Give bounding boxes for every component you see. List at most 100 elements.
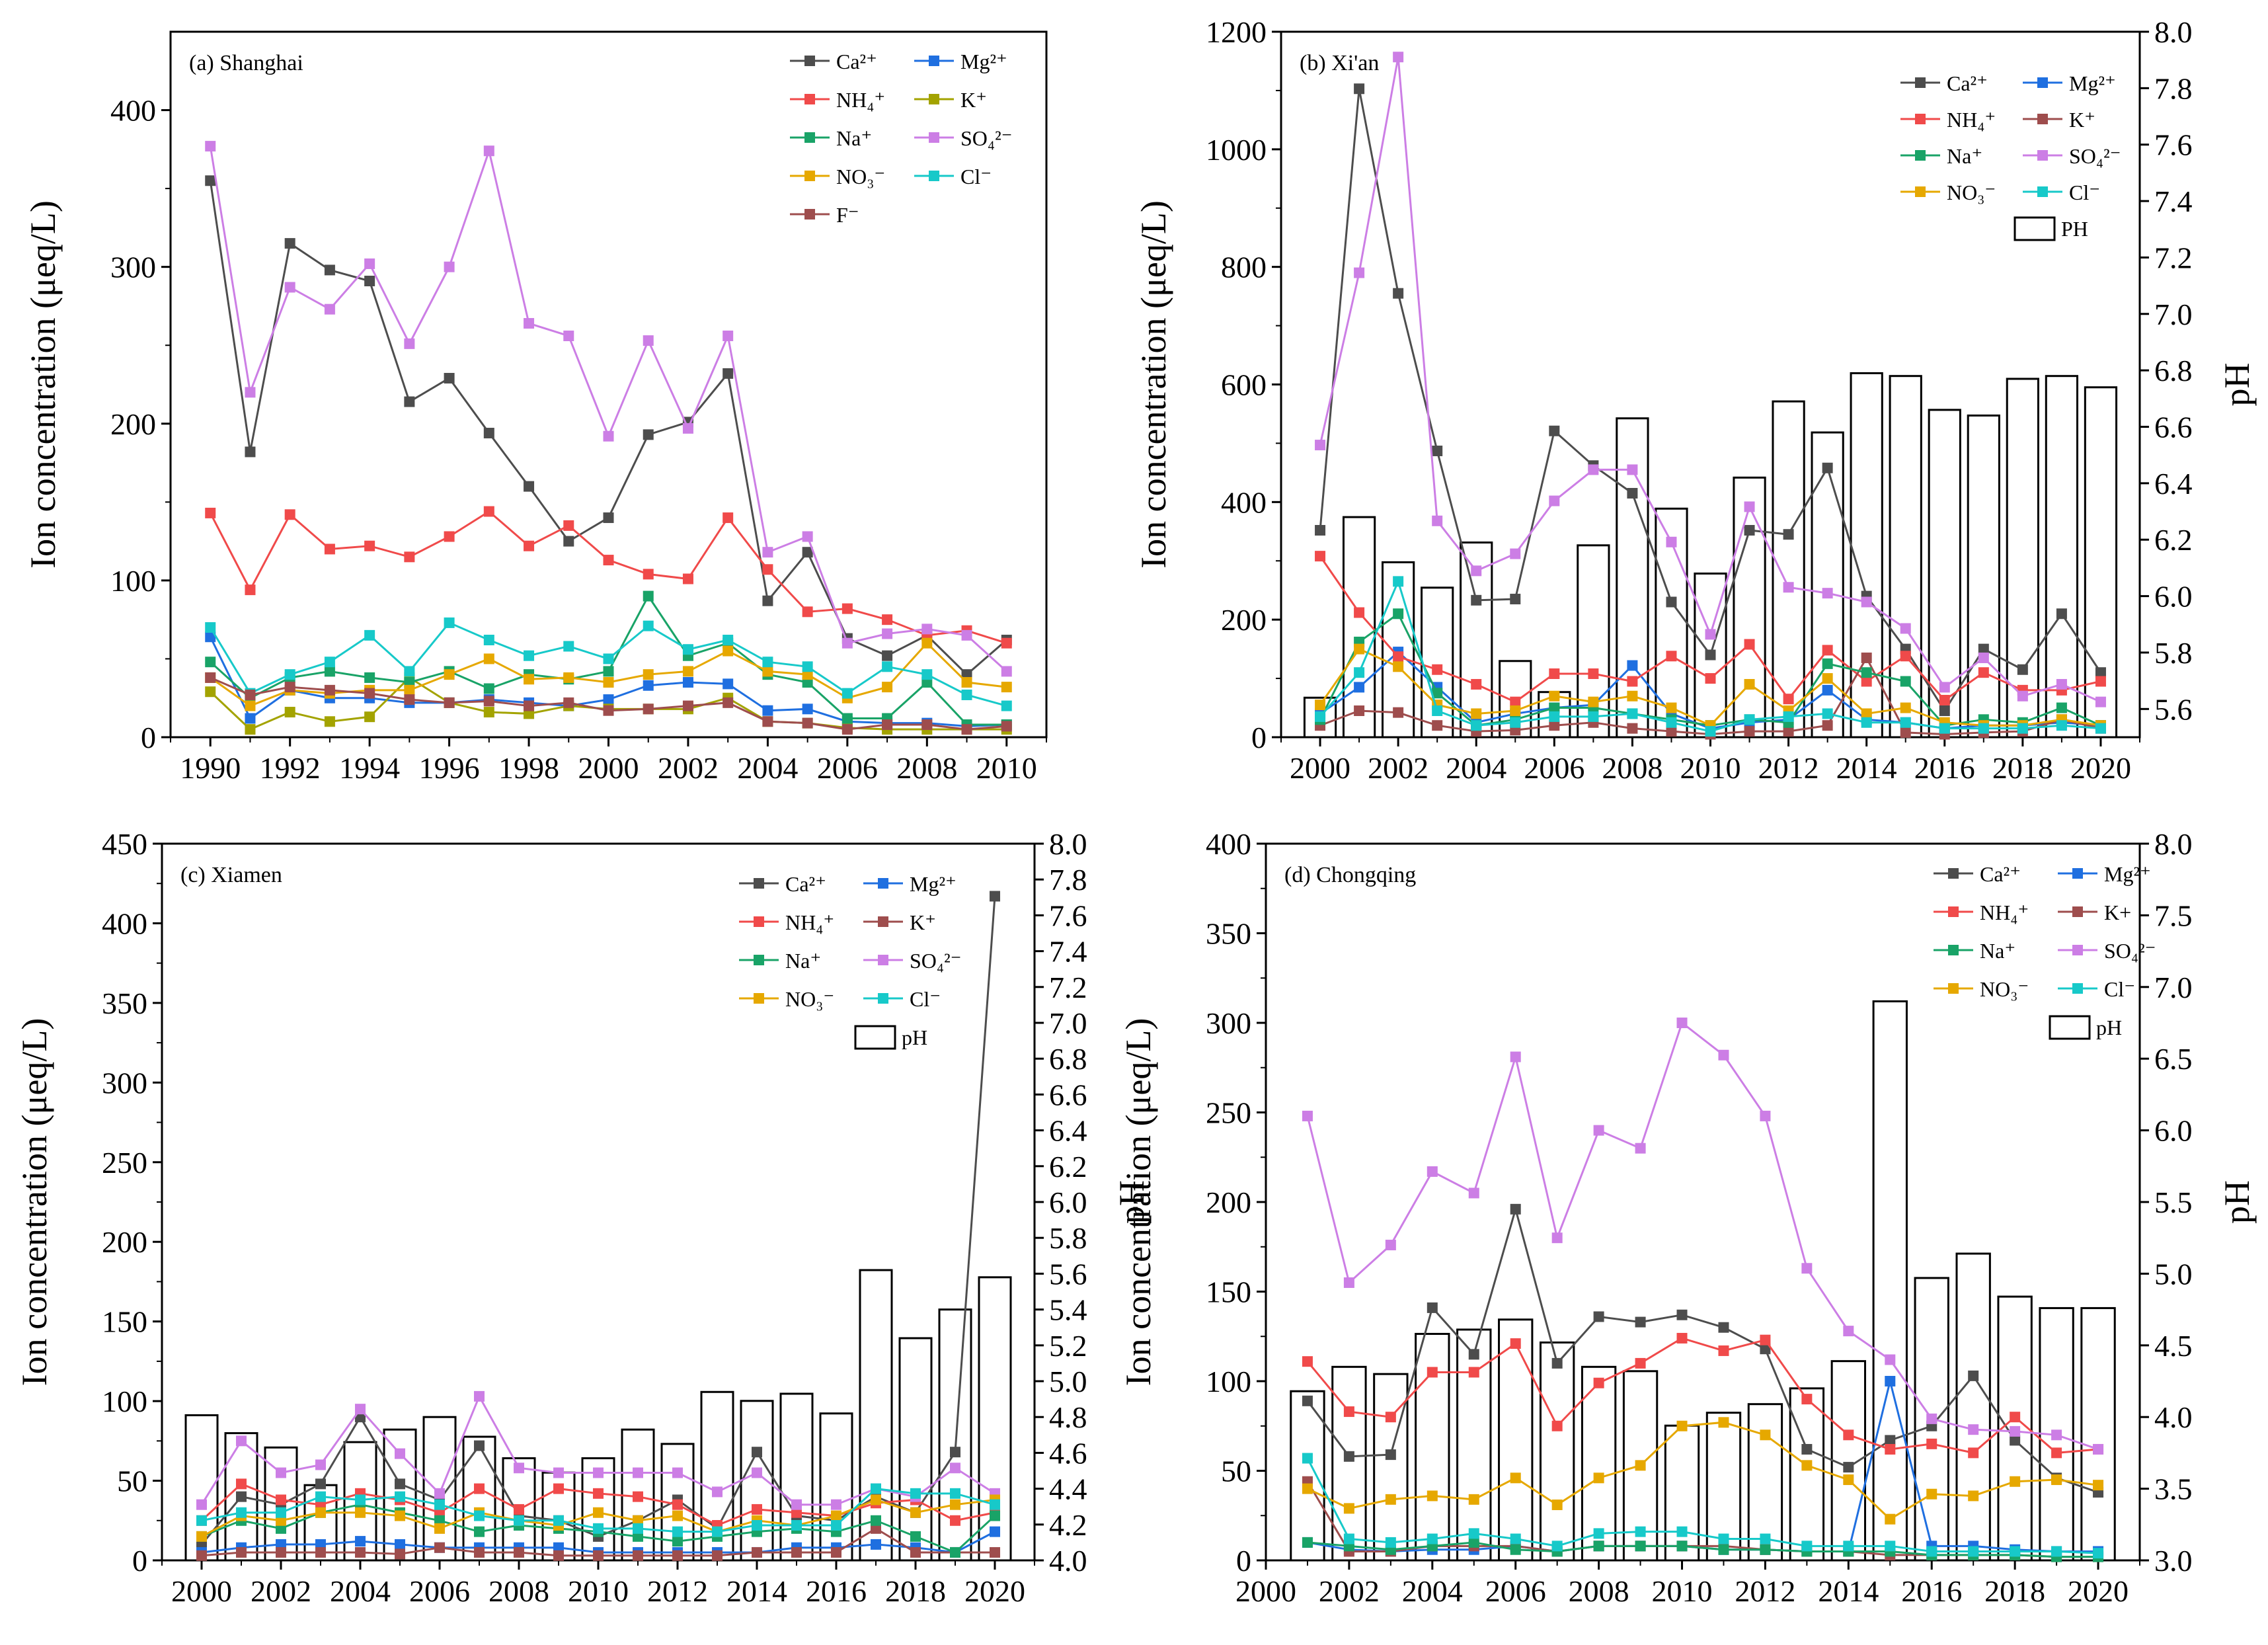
ph-bar — [1955, 1252, 1991, 1562]
legend: Ca²⁺ Mg²⁺ NH₄⁺ K⁺ Na⁺ SO₄²⁻ NO₃⁻ Cl⁻ pH — [739, 872, 962, 1050]
data-point — [712, 1486, 723, 1498]
data-point — [633, 1523, 643, 1534]
data-point — [762, 705, 773, 716]
data-point — [882, 661, 893, 672]
data-point — [444, 669, 455, 680]
x-tick-label: 2008 — [1569, 1574, 1629, 1608]
legend-label: NH₄⁺ — [836, 88, 885, 112]
data-point — [553, 1550, 564, 1561]
y-tick-label: 300 — [102, 1066, 147, 1100]
data-point — [553, 1467, 564, 1478]
data-point — [1427, 1490, 1438, 1502]
data-point — [990, 1526, 1000, 1537]
y-axis-title: Ion concentration (μeq/L) — [23, 200, 63, 569]
x-tick-label: 2002 — [658, 751, 719, 785]
data-point — [1510, 1051, 1521, 1063]
data-point — [1510, 705, 1521, 716]
data-point — [2056, 608, 2067, 620]
ph-tick-label: 7.5 — [2154, 899, 2193, 932]
data-point — [1885, 1513, 1896, 1525]
data-point — [723, 330, 734, 341]
data-point — [514, 1546, 524, 1558]
data-point — [1676, 1420, 1688, 1431]
data-point — [1302, 1453, 1313, 1464]
data-point — [205, 686, 216, 698]
legend-marker — [2072, 906, 2083, 917]
data-point — [1302, 1395, 1313, 1406]
data-point — [355, 1536, 366, 1547]
legend-marker — [1915, 77, 1926, 88]
data-point — [1705, 673, 1716, 684]
data-point — [802, 531, 813, 542]
data-point — [1744, 726, 1755, 737]
data-point — [1801, 1541, 1813, 1552]
data-point — [871, 1539, 881, 1550]
data-point — [1001, 700, 1012, 711]
data-point — [245, 387, 256, 398]
data-point — [682, 422, 693, 434]
data-point — [682, 644, 693, 655]
legend-marker — [754, 993, 764, 1004]
ph-tick-label: 4.0 — [2154, 1400, 2193, 1434]
legend-label: Ca²⁺ — [1980, 862, 2021, 886]
legend-label: Cl⁻ — [2069, 181, 2100, 204]
x-tick-label: 2016 — [806, 1574, 867, 1608]
data-point — [1627, 676, 1638, 687]
panel-title: (b) Xi'an — [1300, 51, 1379, 75]
x-tick-label: 2000 — [171, 1574, 232, 1608]
data-point — [882, 719, 893, 731]
series-line — [1307, 1541, 2099, 1558]
data-point — [643, 335, 654, 346]
data-point — [1549, 668, 1560, 679]
legend-ph-label: pH — [2096, 1016, 2122, 1039]
series — [1315, 551, 2106, 707]
data-point — [762, 564, 773, 575]
data-point — [1760, 1110, 1771, 1121]
ph-tick-label: 4.4 — [1049, 1472, 1087, 1506]
data-point — [1635, 1316, 1646, 1328]
legend-marker — [2072, 868, 2083, 879]
y-tick-label: 250 — [102, 1146, 147, 1180]
data-point — [1354, 667, 1365, 678]
data-point — [1385, 1537, 1396, 1548]
data-point — [1666, 651, 1677, 662]
data-point — [1551, 1232, 1563, 1244]
data-point — [404, 684, 415, 696]
panel-title: (c) Xiamen — [180, 863, 282, 887]
data-point — [1343, 1277, 1354, 1288]
data-point — [672, 1536, 683, 1547]
data-point — [1315, 700, 1326, 711]
data-point — [276, 1507, 286, 1518]
data-point — [395, 1510, 405, 1521]
data-point — [1760, 1344, 1771, 1355]
data-point — [910, 1546, 921, 1558]
data-point — [2093, 1443, 2104, 1455]
legend-marker — [878, 916, 888, 927]
y-tick-label: 350 — [1206, 917, 1251, 951]
data-point — [1393, 661, 1404, 672]
ph-axis: 5.6 5.8 6.0 6.2 6.4 6.6 6.8 7.0 7.2 7.4 7.6 7.8 8.0 p… — [2140, 15, 2257, 726]
data-point — [752, 1504, 762, 1515]
data-point — [236, 1491, 247, 1502]
y-tick-label: 400 — [102, 906, 147, 940]
data-point — [841, 637, 853, 649]
legend-marker — [1915, 150, 1926, 161]
ph-bar — [1664, 1424, 1700, 1562]
y-tick-label: 150 — [1206, 1275, 1251, 1309]
data-point — [2051, 1429, 2062, 1441]
panel-4: 2000 2002 2004 2006 2008 2010 2012 2014 2016 2018… — [1118, 827, 2257, 1608]
data-point — [633, 1550, 643, 1561]
data-point — [990, 1510, 1000, 1521]
data-point — [1783, 711, 1794, 722]
data-point — [1676, 1018, 1688, 1028]
data-point — [474, 1510, 485, 1521]
legend-label: K+ — [2104, 901, 2131, 924]
ph-tick-label: 6.6 — [1049, 1078, 1087, 1111]
x-tick-label: 2012 — [1758, 751, 1819, 785]
data-point — [1900, 651, 1911, 662]
ph-tick-label: 4.8 — [1049, 1400, 1087, 1434]
x-tick-label: 2014 — [726, 1574, 787, 1608]
data-point — [2017, 664, 2028, 675]
ph-tick-label: 6.8 — [2154, 354, 2193, 387]
data-point — [1978, 667, 1989, 678]
